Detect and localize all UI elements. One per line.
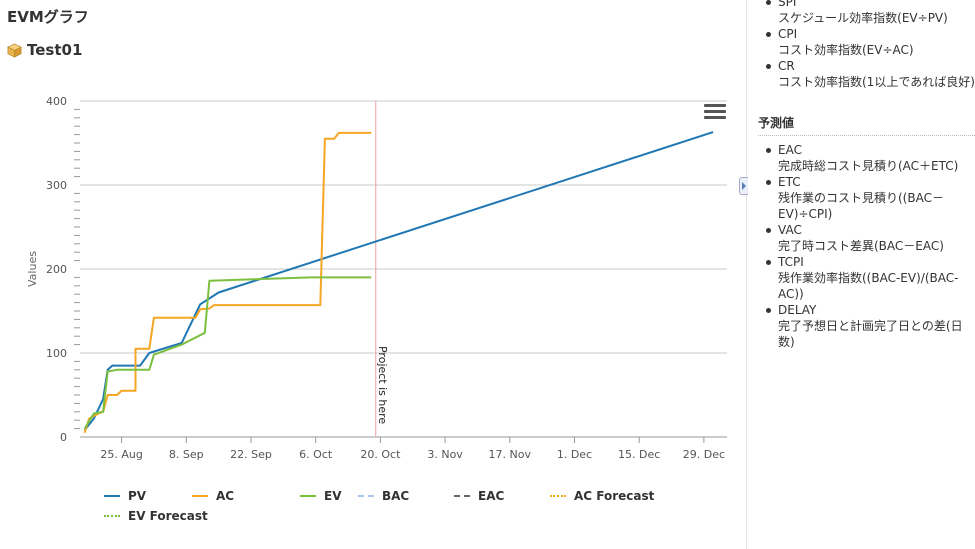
legend-label: PV [128,489,147,503]
legend-symbol [454,495,470,497]
legend-symbol [104,515,120,517]
project-is-here-label: Project is here [376,346,389,424]
forecast-term: TCPI [778,255,804,269]
series-line-pv [83,131,714,431]
legend-symbol [550,495,566,497]
index-term: CPI [778,27,798,41]
forecast-item-delay: DELAY 完了予想日と計画完了日との差(日数) [758,302,975,350]
legend-item-eac[interactable]: EAC [454,489,504,503]
y-tick-label: 100 [46,347,67,360]
legend-label: EV [324,489,342,503]
series-line-ac [83,131,372,434]
forecast-desc: 残作業効率指数((BAC-EV)/(BAC-AC)) [778,271,959,301]
menu-icon-bar [704,104,726,107]
forecast-desc: 残作業のコスト見積り((BAC－EV)÷CPI) [778,191,944,221]
legend-symbol [300,495,316,497]
forecast-list: EAC 完成時総コスト見積り(AC＋ETC) ETC 残作業のコスト見積り((B… [758,142,975,350]
legend-label: AC Forecast [574,489,655,503]
x-tick-label: 22. Sep [230,448,272,461]
y-axis-title: Values [26,251,39,287]
y-tick-label: 0 [60,431,67,444]
legend-symbol [358,495,374,497]
forecast-item-eac: EAC 完成時総コスト見積り(AC＋ETC) [758,142,975,174]
chart-menu-button[interactable] [704,104,726,122]
menu-icon-bar [704,116,726,119]
forecast-desc: 完了予想日と計画完了日との差(日数) [778,319,963,349]
x-tick-label: 1. Dec [557,448,592,461]
legend-item-ev[interactable]: EV [300,489,341,503]
menu-icon-bar [704,110,726,113]
legend-label: BAC [382,489,410,503]
page-title: EVMグラフ [7,8,89,26]
x-tick-label: 29. Dec [683,448,725,461]
legend-item-bac[interactable]: BAC [358,489,409,503]
index-item-cpi: CPI コスト効率指数(EV÷AC) [758,26,975,58]
x-tick-label: 3. Nov [427,448,463,461]
forecast-desc: 完了時コスト差異(BAC－EAC) [778,239,944,253]
x-tick-label: 6. Oct [299,448,333,461]
legend-item-ac-forecast[interactable]: AC Forecast [550,489,654,503]
forecast-desc: 完成時総コスト見積り(AC＋ETC) [778,159,959,173]
legend-item-ac[interactable]: AC [192,489,234,503]
x-tick-label: 8. Sep [169,448,204,461]
y-tick-label: 400 [46,95,67,108]
index-item-cr: CR コスト効率指数(1以上であれば良好) [758,58,975,90]
project-heading: Test01 [7,41,82,59]
forecast-item-tcpi: TCPI 残作業効率指数((BAC-EV)/(BAC-AC)) [758,254,975,302]
forecast-item-vac: VAC 完了時コスト差異(BAC－EAC) [758,222,975,254]
x-tick-label: 15. Dec [618,448,660,461]
forecast-heading: 予測値 [758,114,975,136]
collapse-panel-handle[interactable] [739,177,748,195]
index-item-spi: SPI スケジュール効率指数(EV÷PV) [758,0,975,26]
series-line-ev [83,276,372,430]
evm-chart: 0 100 200 300 400 25. Aug 8. Sep 22. Sep 6. Oct 2… [26,95,727,461]
forecast-term: ETC [778,175,801,189]
index-desc: コスト効率指数(1以上であれば良好) [778,75,975,89]
legend-item-ev-forecast[interactable]: EV Forecast [104,509,208,523]
index-term: SPI [778,0,797,9]
forecast-item-etc: ETC 残作業のコスト見積り((BAC－EV)÷CPI) [758,174,975,222]
forecast-term: DELAY [778,303,817,317]
legend-label: EAC [478,489,505,503]
x-tick-label: 25. Aug [100,448,142,461]
index-term: CR [778,59,795,73]
forecast-term: VAC [778,223,802,237]
legend-label: EV Forecast [128,509,208,523]
legend-item-pv[interactable]: PV [104,489,146,503]
index-desc: コスト効率指数(EV÷AC) [778,43,914,57]
legend-symbol [104,495,120,497]
forecast-term: EAC [778,143,802,157]
index-list: SPI スケジュール効率指数(EV÷PV) CPI コスト効率指数(EV÷AC)… [758,0,975,90]
package-icon [7,43,22,58]
y-tick-label: 200 [46,263,67,276]
panel-divider [746,0,747,549]
index-desc: スケジュール効率指数(EV÷PV) [778,11,948,25]
legend-symbol [192,495,208,497]
x-tick-label: 17. Nov [489,448,532,461]
legend-label: AC [216,489,235,503]
y-tick-label: 300 [46,179,67,192]
project-name: Test01 [27,41,83,59]
x-tick-label: 20. Oct [360,448,401,461]
